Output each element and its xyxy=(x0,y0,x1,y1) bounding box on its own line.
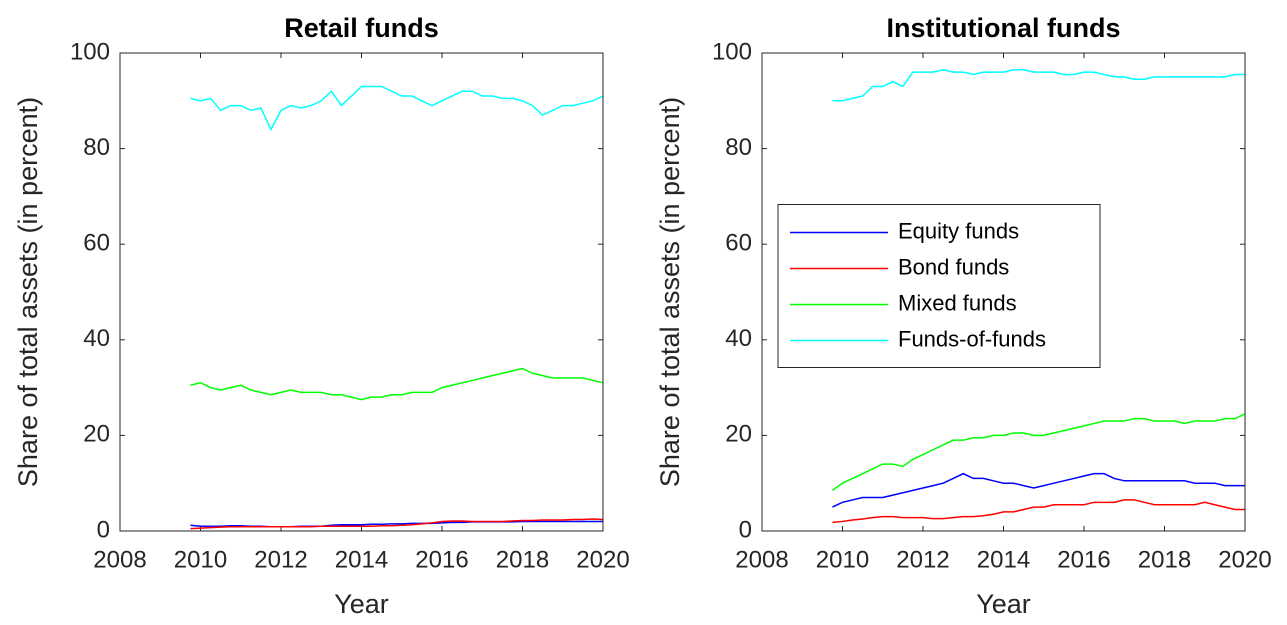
series-line xyxy=(832,499,1245,524)
y-tick-label: 0 xyxy=(739,516,752,543)
plot-area xyxy=(120,53,603,531)
series-line xyxy=(832,472,1245,508)
series-line xyxy=(190,85,604,132)
y-tick-label: 80 xyxy=(725,134,752,161)
y-tick-label: 100 xyxy=(70,38,110,65)
x-tick-label: 2020 xyxy=(1218,546,1271,573)
y-axis-label: Share of total assets (in percent) xyxy=(655,97,685,487)
x-tick-label: 2016 xyxy=(1057,546,1110,573)
y-tick-label: 0 xyxy=(97,516,110,543)
y-tick-label: 40 xyxy=(725,325,752,352)
chart-title: Retail funds xyxy=(284,13,439,43)
y-tick-label: 60 xyxy=(83,230,110,257)
axes-box xyxy=(761,52,1246,532)
y-axis-label: Share of total assets (in percent) xyxy=(13,97,43,487)
y-tick-label: 80 xyxy=(83,134,110,161)
legend-label: Equity funds xyxy=(898,218,1019,243)
legend: Equity funds Bond funds Mixed funds Funds-o… xyxy=(777,204,1101,368)
y-tick-label: 60 xyxy=(725,230,752,257)
series-line xyxy=(832,413,1246,491)
x-tick-label: 2010 xyxy=(816,546,869,573)
x-tick-label: 2010 xyxy=(174,546,227,573)
x-axis-label: Year xyxy=(976,589,1031,619)
chart-title: Institutional funds xyxy=(887,13,1121,43)
y-tick-label: 100 xyxy=(712,38,752,65)
x-tick-label: 2014 xyxy=(335,546,388,573)
x-tick-label: 2018 xyxy=(496,546,549,573)
axes-box xyxy=(119,52,604,532)
series-line xyxy=(190,367,604,401)
y-tick-label: 20 xyxy=(83,421,110,448)
x-tick-label: 2014 xyxy=(977,546,1030,573)
legend-label: Mixed funds xyxy=(898,290,1017,315)
x-tick-label: 2018 xyxy=(1138,546,1191,573)
y-tick-label: 20 xyxy=(725,421,752,448)
series-line xyxy=(832,68,1245,102)
x-tick-label: 2020 xyxy=(576,546,629,573)
series-line xyxy=(190,518,604,530)
legend-label: Bond funds xyxy=(898,254,1009,279)
x-tick-label: 2008 xyxy=(735,546,788,573)
x-tick-label: 2016 xyxy=(415,546,468,573)
x-tick-label: 2012 xyxy=(896,546,949,573)
legend-label: Funds-of-funds xyxy=(898,326,1046,351)
x-axis-label: Year xyxy=(334,589,389,619)
y-tick-label: 40 xyxy=(83,325,110,352)
x-tick-label: 2008 xyxy=(93,546,146,573)
x-tick-label: 2012 xyxy=(254,546,307,573)
